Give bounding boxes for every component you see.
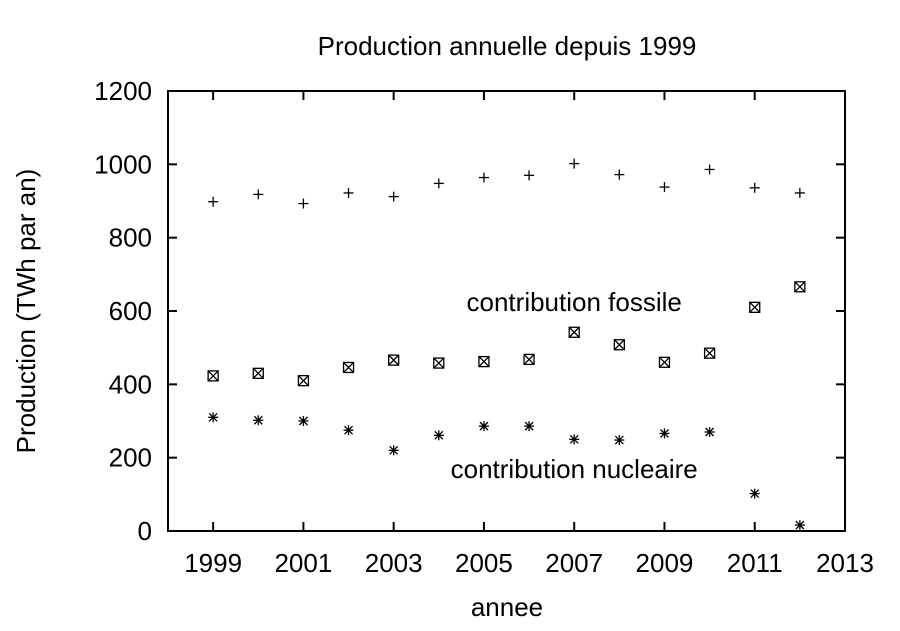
plus-point [569, 158, 580, 169]
asterisk-point [298, 416, 309, 426]
x-tick-label: 2005 [455, 548, 513, 578]
asterisk-point [749, 488, 760, 499]
boxed-x-point [207, 370, 219, 382]
plus-point [524, 170, 535, 181]
y-tick-label: 800 [109, 223, 152, 253]
plus-point [704, 164, 715, 175]
x-tick-label: 1999 [184, 548, 242, 578]
boxed-x-point [749, 301, 761, 313]
boxed-x-point [613, 339, 625, 351]
y-axis-label: Production (TWh par an) [11, 169, 41, 454]
x-tick-label: 2011 [727, 548, 783, 578]
x-tick-label: 2009 [636, 548, 694, 578]
boxed-x-point [703, 347, 716, 359]
boxed-x-point [388, 354, 400, 366]
plus-point [794, 187, 805, 198]
y-tick-label: 200 [109, 443, 152, 473]
y-tick-label: 1000 [94, 149, 152, 179]
asterisk-point [478, 421, 489, 432]
y-tick-label: 1200 [94, 76, 152, 106]
boxed-x-point [342, 361, 355, 374]
plus-point [343, 187, 354, 198]
plus-point [208, 196, 219, 207]
chart-title: Production annuelle depuis 1999 [318, 31, 697, 61]
plus-point [433, 178, 444, 189]
asterisk-point [659, 428, 670, 439]
plus-point [659, 182, 670, 193]
asterisk-point [253, 415, 264, 426]
asterisk-point [433, 430, 444, 441]
boxed-x-point [297, 375, 310, 387]
data-marks [207, 158, 806, 531]
boxed-x-point [252, 367, 264, 379]
annotations: contribution fossile contribution nucleai… [451, 287, 698, 484]
boxed-x-point [433, 357, 445, 369]
asterisk-point [388, 445, 399, 456]
x-tick-label: 2013 [816, 548, 874, 578]
y-tick-label: 600 [109, 296, 152, 326]
boxed-x-point [658, 356, 671, 368]
asterisk-point [704, 427, 715, 437]
axis-ticks: 1999 2001 2003 2005 2007 2009 2011 2013 0 200 400 6… [94, 76, 874, 578]
plus-point [253, 189, 264, 200]
asterisk-point [569, 434, 580, 445]
x-tick-label: 2007 [545, 548, 603, 578]
annotation-label: contribution nucleaire [451, 454, 698, 484]
boxed-x-point [794, 281, 806, 293]
boxed-x-point [568, 326, 580, 338]
plus-point [478, 172, 489, 183]
asterisk-point [794, 520, 805, 531]
y-tick-label: 0 [138, 516, 152, 546]
plus-point [388, 191, 399, 202]
asterisk-point [614, 435, 625, 446]
boxed-x-point [523, 353, 535, 366]
y-tick-label: 400 [109, 369, 152, 399]
asterisk-point [208, 412, 219, 423]
boxed-x-point [478, 355, 490, 368]
asterisk-point [524, 421, 535, 432]
annotation-label: contribution fossile [467, 287, 682, 317]
x-axis-label: annee [471, 592, 543, 622]
x-tick-label: 2001 [274, 548, 332, 578]
plus-point [749, 182, 760, 193]
plus-point [614, 169, 625, 180]
x-tick-label: 2003 [365, 548, 423, 578]
plus-point [298, 198, 309, 209]
asterisk-point [343, 425, 354, 436]
